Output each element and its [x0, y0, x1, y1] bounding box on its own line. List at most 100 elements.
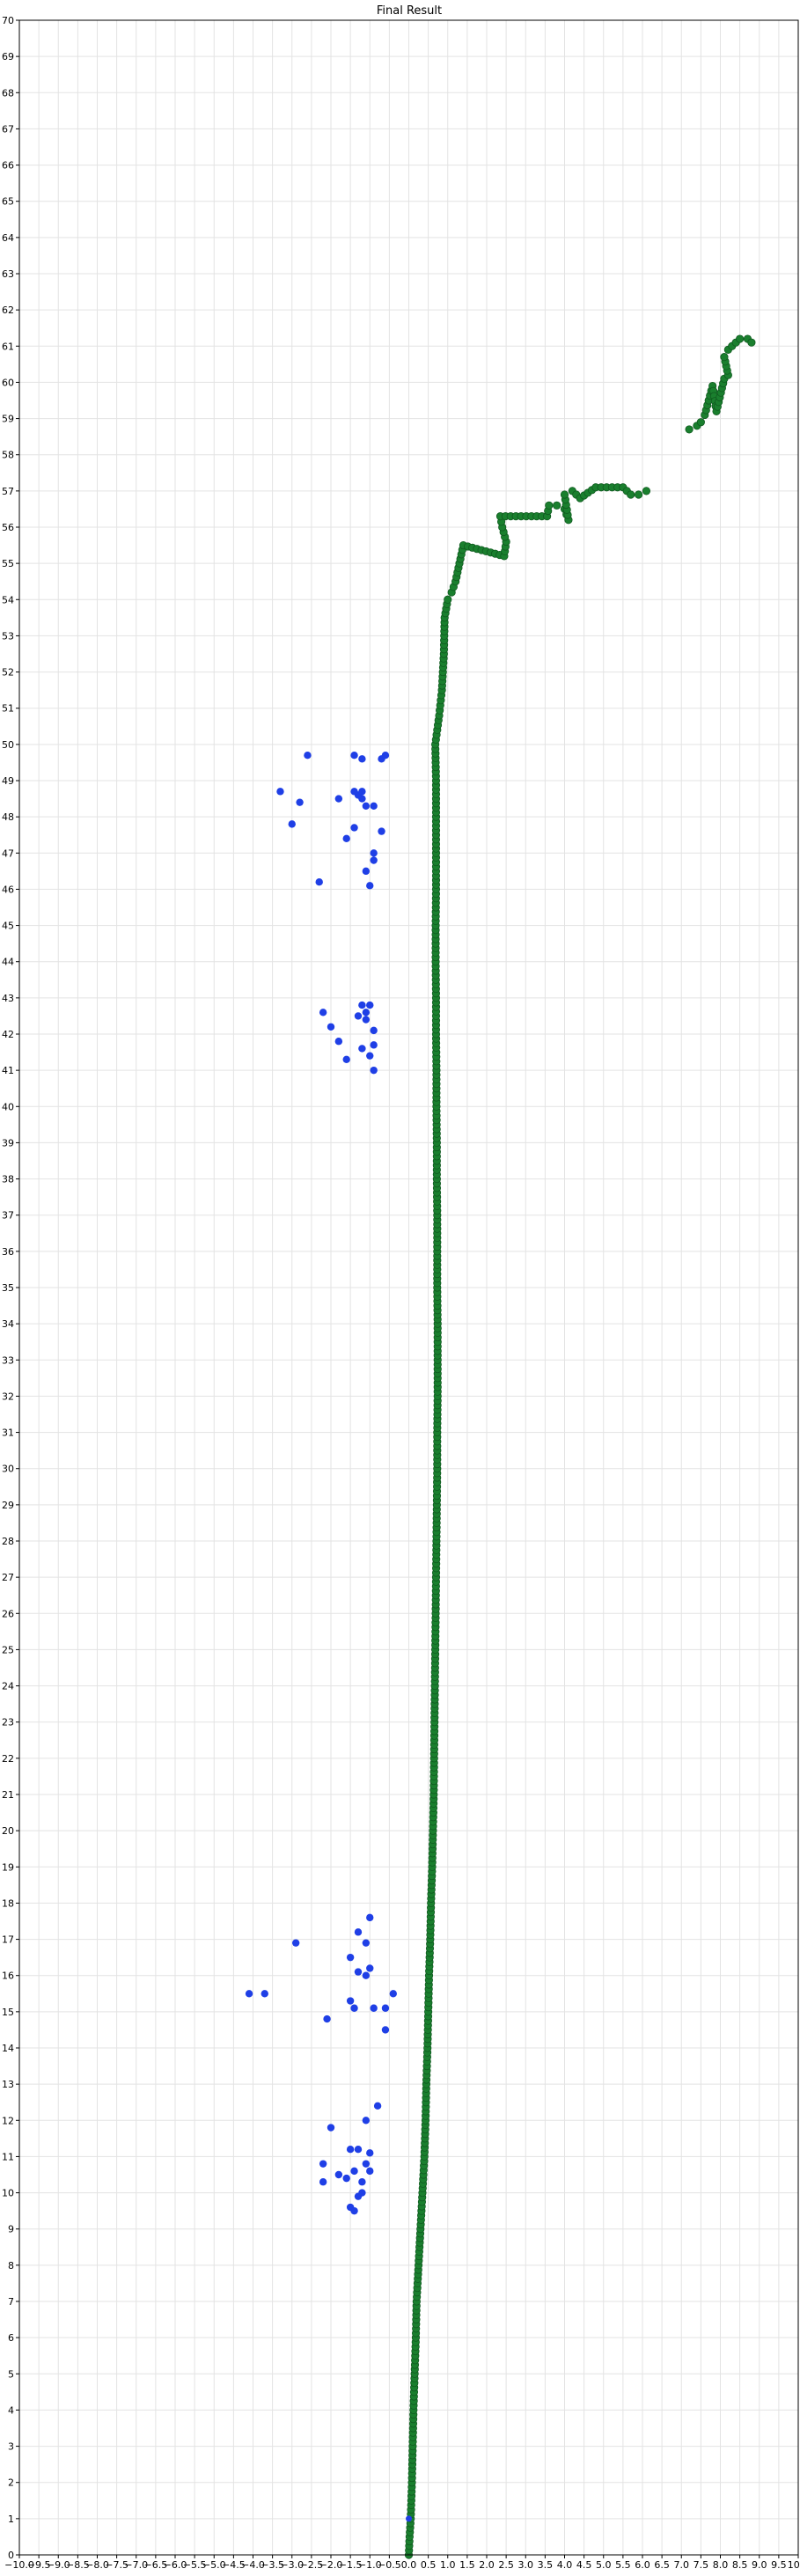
x-tick-label: 2.5: [498, 2559, 514, 2571]
landmark-point: [381, 2004, 390, 2012]
landmark-point: [342, 1055, 350, 1064]
path-point: [444, 595, 452, 604]
x-tick-label: −6.0: [164, 2559, 187, 2571]
landmark-point: [370, 1026, 378, 1035]
path-point: [747, 338, 756, 347]
landmark-point: [366, 1001, 374, 1009]
path-point: [685, 425, 694, 434]
landmark-point: [370, 856, 378, 864]
y-tick-label: 16: [2, 1971, 14, 1982]
y-tick-label: 50: [2, 739, 14, 751]
path-point: [627, 490, 635, 499]
landmark-point: [354, 1012, 363, 1020]
y-tick-label: 8: [8, 2260, 14, 2271]
y-tick-label: 9: [8, 2224, 14, 2235]
y-tick-label: 14: [2, 2043, 14, 2054]
landmark-point: [288, 820, 296, 828]
x-tick-label: 3.5: [538, 2559, 554, 2571]
x-tick-label: −7.0: [124, 2559, 148, 2571]
landmark-point: [245, 1990, 253, 1998]
y-tick-label: 28: [2, 1536, 14, 1547]
y-tick-label: 53: [2, 630, 14, 642]
landmark-point: [334, 2170, 343, 2179]
x-tick-label: −9.0: [47, 2559, 70, 2571]
landmark-point: [362, 1971, 371, 1979]
landmark-point: [350, 788, 358, 796]
landmark-point: [358, 788, 366, 796]
x-tick-label: 4.0: [557, 2559, 573, 2571]
landmark-point: [327, 2124, 335, 2132]
y-axis: 0123456789101112131415161718192021222324…: [2, 15, 19, 2561]
x-tick-label: −2.0: [319, 2559, 343, 2571]
y-tick-label: 63: [2, 268, 14, 280]
y-tick-label: 21: [2, 1789, 14, 1801]
path-point: [545, 501, 554, 510]
landmark-point: [389, 1990, 397, 1998]
landmark-point: [334, 795, 343, 803]
x-tick-label: 6.0: [635, 2559, 650, 2571]
y-tick-label: 19: [2, 1861, 14, 1873]
x-tick-label: 0.0: [401, 2559, 417, 2571]
x-tick-label: 1.0: [440, 2559, 456, 2571]
y-tick-label: 47: [2, 848, 14, 859]
x-tick-label: −5.0: [202, 2559, 226, 2571]
landmark-point: [319, 2160, 327, 2168]
x-tick-label: 8.0: [713, 2559, 729, 2571]
path-point: [720, 353, 729, 362]
x-axis: −10.0−9.5−9.0−8.5−8.0−7.5−7.0−6.5−6.0−5.…: [4, 2555, 800, 2571]
landmark-point: [362, 867, 371, 876]
x-tick-label: 6.5: [654, 2559, 670, 2571]
x-tick-label: −2.5: [300, 2559, 324, 2571]
y-tick-label: 65: [2, 196, 14, 208]
x-tick-label: 5.0: [596, 2559, 612, 2571]
landmark-point: [342, 2174, 350, 2183]
x-tick-label: −6.5: [144, 2559, 168, 2571]
path-point: [553, 501, 561, 510]
x-tick-label: −3.0: [280, 2559, 304, 2571]
y-tick-label: 23: [2, 1717, 14, 1728]
y-tick-label: 64: [2, 232, 14, 244]
path-point: [560, 490, 569, 499]
x-tick-label: −5.5: [183, 2559, 207, 2571]
landmark-point: [362, 1009, 371, 1016]
y-tick-label: 3: [8, 2441, 14, 2453]
y-tick-label: 4: [8, 2404, 14, 2416]
landmark-point: [358, 1001, 366, 1009]
y-tick-label: 2: [8, 2477, 14, 2489]
y-tick-label: 11: [2, 2151, 14, 2162]
landmark-point: [358, 1045, 366, 1053]
x-tick-label: 9.5: [771, 2559, 787, 2571]
y-tick-label: 22: [2, 1753, 14, 1765]
y-tick-label: 18: [2, 1897, 14, 1909]
landmark-point: [362, 802, 371, 810]
landmark-point: [370, 849, 378, 857]
y-tick-label: 29: [2, 1500, 14, 1511]
landmark-point: [381, 752, 390, 760]
landmark-point: [304, 752, 312, 760]
landmark-point: [370, 2004, 378, 2012]
x-tick-label: 2.0: [479, 2559, 495, 2571]
y-tick-label: 46: [2, 884, 14, 895]
landmark-point: [346, 1997, 355, 2005]
y-tick-label: 67: [2, 123, 14, 135]
landmark-point: [370, 802, 378, 810]
landmark-point: [362, 2160, 371, 2168]
y-tick-label: 12: [2, 2115, 14, 2126]
y-tick-label: 38: [2, 1174, 14, 1185]
landmark-point: [323, 2015, 331, 2023]
y-tick-label: 25: [2, 1644, 14, 1655]
y-tick-label: 33: [2, 1354, 14, 1366]
landmark-point: [358, 2178, 366, 2186]
y-tick-label: 43: [2, 993, 14, 1004]
landmark-point: [350, 2004, 358, 2012]
landmark-point: [261, 1990, 268, 1998]
x-tick-label: 7.5: [694, 2559, 709, 2571]
x-tick-label: 9.0: [752, 2559, 767, 2571]
landmark-point: [346, 2146, 355, 2154]
y-tick-label: 45: [2, 921, 14, 932]
landmark-point: [354, 1968, 363, 1976]
x-tick-label: −8.0: [85, 2559, 109, 2571]
y-tick-label: 32: [2, 1391, 14, 1402]
y-tick-label: 69: [2, 51, 14, 62]
